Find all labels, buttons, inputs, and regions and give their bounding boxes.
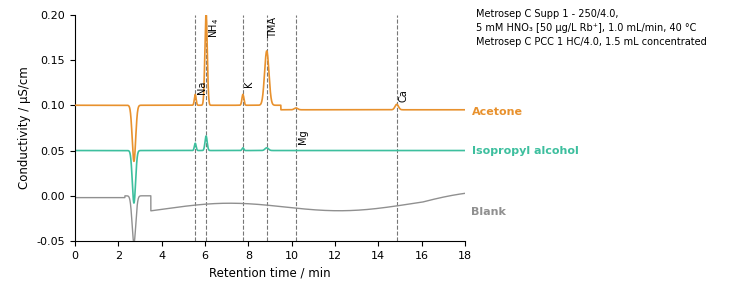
Text: Metrosep C Supp 1 - 250/4.0,
5 mM HNO₃ [50 µg/L Rb⁺], 1.0 mL/min, 40 °C
Metrosep: Metrosep C Supp 1 - 250/4.0, 5 mM HNO₃ [… (476, 9, 707, 47)
Text: Isopropyl alcohol: Isopropyl alcohol (472, 146, 578, 156)
X-axis label: Retention time / min: Retention time / min (209, 266, 331, 279)
Y-axis label: Conductivity / µS/cm: Conductivity / µS/cm (18, 66, 31, 189)
Text: NH$_4$: NH$_4$ (208, 17, 221, 38)
Text: Blank: Blank (472, 207, 506, 217)
Text: Acetone: Acetone (472, 108, 523, 118)
Text: K: K (244, 81, 254, 87)
Text: Na: Na (196, 81, 207, 94)
Text: TMA: TMA (268, 17, 278, 39)
Text: Mg: Mg (298, 130, 307, 144)
Text: Ca: Ca (398, 89, 408, 102)
